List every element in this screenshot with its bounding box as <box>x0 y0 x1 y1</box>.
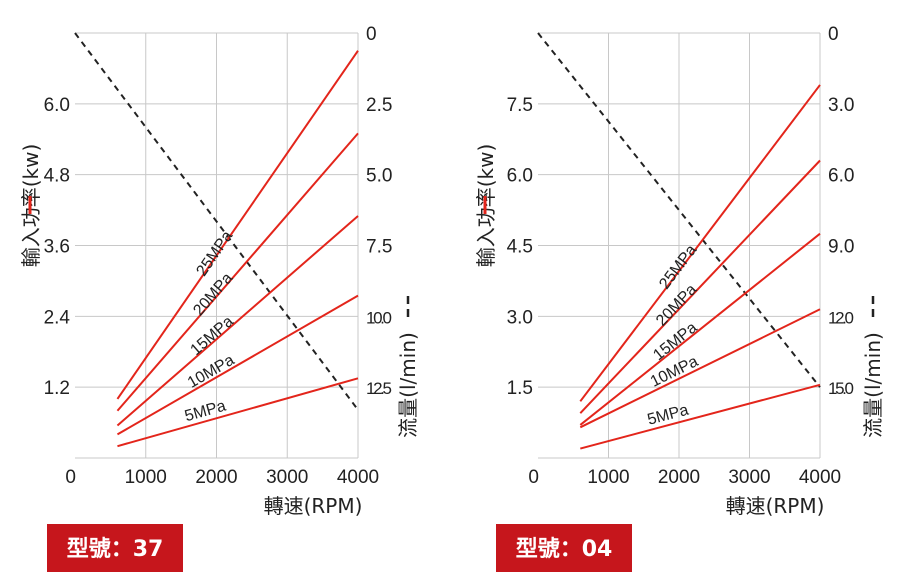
power-line-10MPa <box>579 308 821 429</box>
x-tick-label: 4000 <box>337 467 379 488</box>
left-tick-label: 4.8 <box>44 166 70 187</box>
right-tick-label: 0 <box>366 24 377 45</box>
x-axis-title: 轉速(RPM) <box>726 494 825 518</box>
power-line-15MPa <box>579 232 821 426</box>
right-axis-title: 流量(l/min) <box>861 332 885 438</box>
x-tick-label: 1000 <box>587 467 629 488</box>
right-axis-title: 流量(l/min) <box>396 332 420 438</box>
right-tick-label: 7.5 <box>366 237 392 258</box>
power-line-20MPa <box>579 159 821 414</box>
flow-line <box>537 32 821 388</box>
model-badge-label: 型號：04 <box>516 537 613 562</box>
x-tick-label: 4000 <box>799 467 841 488</box>
x-axis-title: 轉速(RPM) <box>264 494 363 518</box>
left-tick-label: 3.6 <box>44 237 70 258</box>
left-tick-label: 4.5 <box>507 237 533 258</box>
power-line-label: 25MPa <box>656 242 700 293</box>
flow-line <box>74 32 359 411</box>
power-line-25MPa <box>116 50 359 400</box>
power-line-25MPa <box>579 84 821 402</box>
left-tick-label: 7.5 <box>507 95 533 116</box>
left-tick-label: 6.0 <box>44 95 70 116</box>
chart-0: 0 1000 2000 3000 4000 1.2 2.4 3.6 4.8 6.0 0 2.5 5.0 7… <box>19 24 420 572</box>
model-badge <box>47 524 183 572</box>
power-line-20MPa <box>116 132 359 412</box>
left-tick-label: 6.0 <box>507 166 533 187</box>
power-line-5MPa <box>117 377 359 448</box>
model-badge-label: 型號：37 <box>67 537 164 562</box>
power-line-label: 25MPa <box>193 228 236 279</box>
right-tick-label: 9.0 <box>828 237 854 258</box>
x-tick-label: 3000 <box>728 467 770 488</box>
right-tick-label: 10.0 <box>366 308 392 327</box>
left-tick-label: 1.2 <box>44 378 70 399</box>
x-tick-label: 2000 <box>195 467 237 488</box>
right-tick-label: 12.0 <box>828 308 854 327</box>
power-line-label: 15MPa <box>187 313 236 359</box>
x-tick-label: 3000 <box>266 467 308 488</box>
left-tick-label: 1.5 <box>507 378 533 399</box>
right-tick-label: 5.0 <box>366 166 392 187</box>
power-line-15MPa <box>116 215 359 427</box>
right-tick-label: 3.0 <box>828 95 854 116</box>
right-tick-label: 15.0 <box>828 379 854 398</box>
right-tick-label: 6.0 <box>828 166 854 187</box>
x-tick-label: 0 <box>528 467 539 488</box>
right-tick-label: 12.5 <box>366 379 392 398</box>
x-tick-label: 0 <box>65 467 76 488</box>
power-line-label: 20MPa <box>190 270 236 320</box>
x-tick-label: 2000 <box>658 467 700 488</box>
power-line-label: 10MPa <box>185 352 237 392</box>
right-tick-label: 2.5 <box>366 95 392 116</box>
left-tick-label: 2.4 <box>44 307 71 328</box>
right-tick-label: 0 <box>828 24 839 45</box>
power-line-label: 20MPa <box>653 281 700 330</box>
model-badge <box>496 524 632 572</box>
power-line-5MPa <box>580 383 821 450</box>
power-line-10MPa <box>116 294 359 436</box>
chart-1: 0 1000 2000 3000 4000 1.5 3.0 4.5 6.0 7.5 0 3.0 6.0 9… <box>474 24 885 572</box>
left-tick-label: 3.0 <box>507 307 533 328</box>
x-tick-label: 1000 <box>125 467 167 488</box>
